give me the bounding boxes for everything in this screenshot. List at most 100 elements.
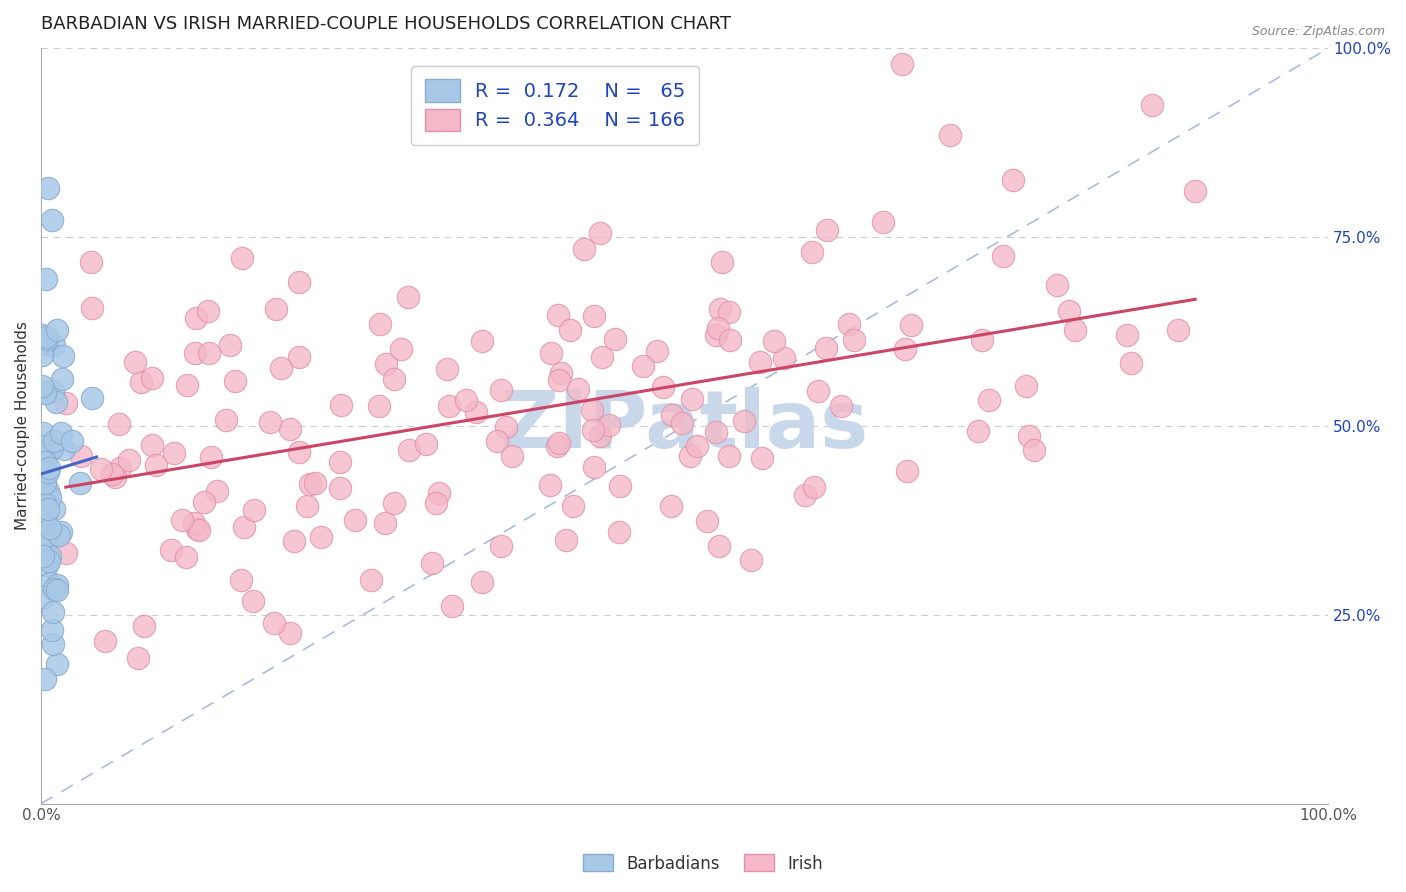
Point [35, 337, 58, 351]
Point [589, 226, 612, 240]
Point [224, 375, 246, 389]
Point [141, 371, 163, 385]
Point [42, 384, 65, 398]
Legend: Barbadians, Irish: Barbadians, Irish [576, 847, 830, 880]
Text: ZIPatlas: ZIPatlas [501, 387, 869, 465]
Point [1045, 277, 1067, 292]
Point [972, 333, 994, 347]
Text: Source: ZipAtlas.com: Source: ZipAtlas.com [1251, 25, 1385, 38]
Point [38, 576, 60, 591]
Point [170, 513, 193, 527]
Point [486, 434, 509, 448]
Point [807, 384, 830, 398]
Point [299, 476, 322, 491]
Point [398, 442, 420, 457]
Point [748, 355, 770, 369]
Point [42, 582, 65, 597]
Point [344, 513, 367, 527]
Point [34, 272, 56, 286]
Point [31, 347, 53, 361]
Point [288, 275, 311, 289]
Point [259, 415, 281, 429]
Point [696, 514, 718, 528]
Point [801, 244, 824, 259]
Point [46, 578, 69, 592]
Point [1057, 304, 1080, 318]
Point [127, 651, 149, 665]
Point [80, 391, 103, 405]
Point [547, 308, 569, 322]
Point [52, 442, 75, 457]
Point [231, 251, 253, 265]
Point [34, 489, 56, 503]
Point [176, 378, 198, 392]
Point [51, 372, 73, 386]
Point [278, 422, 301, 436]
Y-axis label: Married-couple Households: Married-couple Households [15, 322, 30, 531]
Point [1022, 442, 1045, 457]
Point [45, 582, 67, 597]
Point [45, 322, 67, 336]
Point [34, 385, 56, 400]
Point [471, 334, 494, 348]
Point [42, 605, 65, 619]
Point [32, 426, 55, 441]
Point [278, 626, 301, 640]
Point [218, 338, 240, 352]
Point [540, 345, 562, 359]
Point [110, 460, 132, 475]
Point [718, 333, 741, 347]
Point [37, 483, 59, 498]
Point [46, 657, 69, 671]
Point [555, 533, 578, 547]
Point [374, 516, 396, 531]
Point [437, 399, 460, 413]
Point [37, 332, 59, 346]
Text: BARBADIAN VS IRISH MARRIED-COUPLE HOUSEHOLDS CORRELATION CHART: BARBADIAN VS IRISH MARRIED-COUPLE HOUSEH… [41, 15, 731, 33]
Point [368, 399, 391, 413]
Point [80, 255, 103, 269]
Point [1015, 378, 1038, 392]
Point [145, 458, 167, 472]
Point [45, 395, 67, 409]
Point [581, 423, 603, 437]
Point [263, 616, 285, 631]
Point [396, 290, 419, 304]
Point [30, 384, 52, 399]
Point [427, 486, 450, 500]
Point [34, 512, 56, 526]
Point [567, 382, 589, 396]
Point [42, 434, 65, 448]
Point [37, 465, 59, 479]
Point [415, 437, 437, 451]
Point [34, 455, 56, 469]
Point [538, 478, 561, 492]
Point [214, 413, 236, 427]
Point [30, 439, 52, 453]
Point [38, 461, 60, 475]
Point [35, 508, 58, 522]
Point [368, 318, 391, 332]
Point [55, 396, 77, 410]
Point [838, 317, 860, 331]
Point [558, 323, 581, 337]
Point [200, 450, 222, 464]
Point [977, 393, 1000, 408]
Point [183, 346, 205, 360]
Point [35, 558, 58, 572]
Point [815, 223, 838, 237]
Point [108, 417, 131, 431]
Point [288, 350, 311, 364]
Point [37, 502, 59, 516]
Point [609, 479, 631, 493]
Point [360, 573, 382, 587]
Point [1018, 429, 1040, 443]
Point [304, 475, 326, 490]
Point [375, 357, 398, 371]
Point [329, 481, 352, 495]
Point [464, 404, 486, 418]
Point [1142, 98, 1164, 112]
Point [966, 424, 988, 438]
Point [184, 310, 207, 325]
Point [132, 619, 155, 633]
